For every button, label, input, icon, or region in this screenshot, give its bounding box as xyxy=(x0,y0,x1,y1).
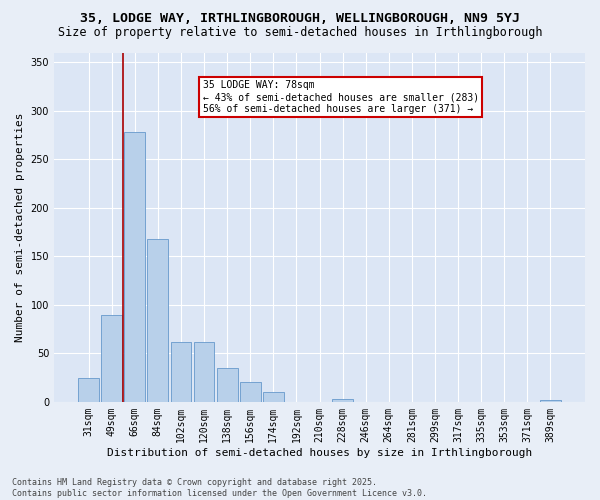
Bar xyxy=(240,382,260,402)
Text: Size of property relative to semi-detached houses in Irthlingborough: Size of property relative to semi-detach… xyxy=(58,26,542,39)
Bar xyxy=(124,132,145,402)
Bar xyxy=(332,399,353,402)
Text: 35 LODGE WAY: 78sqm
← 43% of semi-detached houses are smaller (283)
56% of semi-: 35 LODGE WAY: 78sqm ← 43% of semi-detach… xyxy=(203,80,479,114)
Text: 35, LODGE WAY, IRTHLINGBOROUGH, WELLINGBOROUGH, NN9 5YJ: 35, LODGE WAY, IRTHLINGBOROUGH, WELLINGB… xyxy=(80,12,520,26)
Bar xyxy=(148,239,168,402)
Bar xyxy=(263,392,284,402)
Bar xyxy=(217,368,238,402)
Text: Contains HM Land Registry data © Crown copyright and database right 2025.
Contai: Contains HM Land Registry data © Crown c… xyxy=(12,478,427,498)
X-axis label: Distribution of semi-detached houses by size in Irthlingborough: Distribution of semi-detached houses by … xyxy=(107,448,532,458)
Bar xyxy=(170,342,191,402)
Y-axis label: Number of semi-detached properties: Number of semi-detached properties xyxy=(15,112,25,342)
Bar xyxy=(101,314,122,402)
Bar xyxy=(194,342,214,402)
Bar xyxy=(540,400,561,402)
Bar xyxy=(78,378,99,402)
